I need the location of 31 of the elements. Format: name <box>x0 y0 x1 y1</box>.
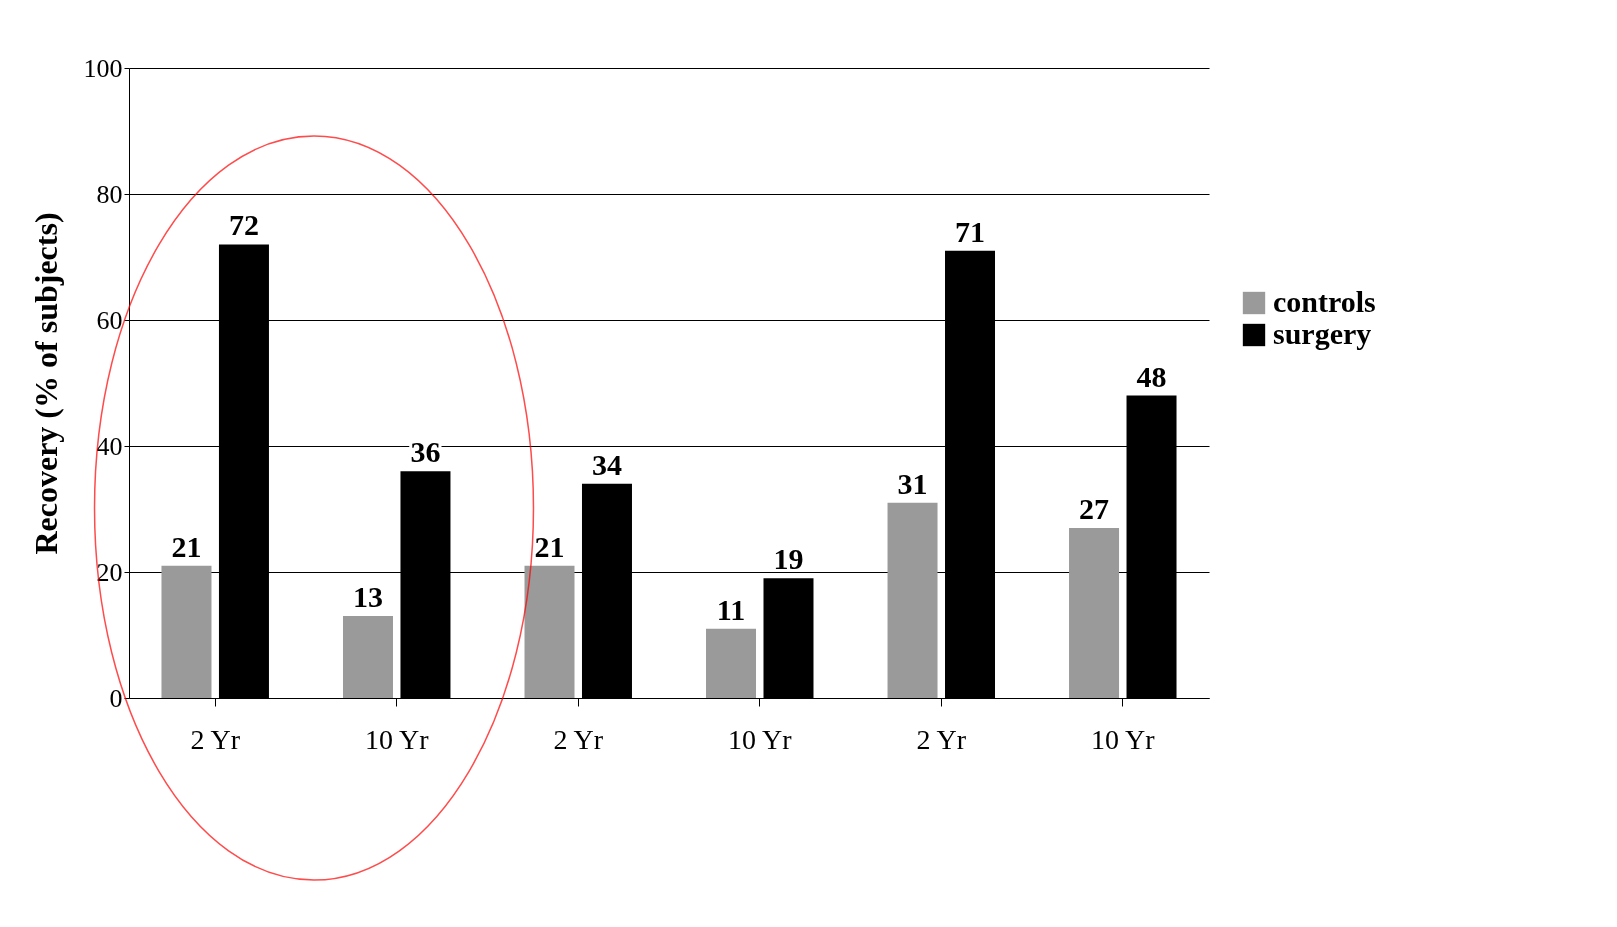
x-tick-label: 10 Yr <box>364 723 430 755</box>
y-axis-title: Recovery (% of subjects) <box>27 212 64 555</box>
y-tick-label: 80 <box>96 179 123 209</box>
data-label: 48 <box>1136 359 1167 393</box>
data-label: 31 <box>897 466 928 500</box>
x-tick-label: 10 Yr <box>728 723 793 755</box>
data-label: 11 <box>716 592 746 626</box>
data-label: 19 <box>773 542 804 576</box>
bar <box>1069 527 1120 698</box>
data-label: 21 <box>171 529 202 563</box>
bar <box>524 565 575 698</box>
bar <box>887 502 938 698</box>
data-label: 27 <box>1079 491 1110 525</box>
data-label: 71 <box>955 214 986 248</box>
x-tick-label: 2 Yr <box>916 723 967 755</box>
y-tick-label: 0 <box>109 683 123 713</box>
y-tick-label: 60 <box>96 305 123 335</box>
y-tick-label: 100 <box>83 53 123 83</box>
data-label: 21 <box>534 529 565 563</box>
x-tick-label: 2 Yr <box>190 723 241 755</box>
data-label: 72 <box>228 208 259 242</box>
legend-label: surgery <box>1273 317 1372 350</box>
y-tick-label: 40 <box>96 431 123 461</box>
data-label: 13 <box>352 580 383 614</box>
x-tick-label: 2 Yr <box>553 723 604 755</box>
bar <box>161 565 212 698</box>
legend-label: controls <box>1273 285 1376 318</box>
bar <box>342 616 393 698</box>
x-tick-label: 10 Yr <box>1091 723 1156 755</box>
bar <box>706 628 757 698</box>
data-label: 34 <box>591 447 622 481</box>
